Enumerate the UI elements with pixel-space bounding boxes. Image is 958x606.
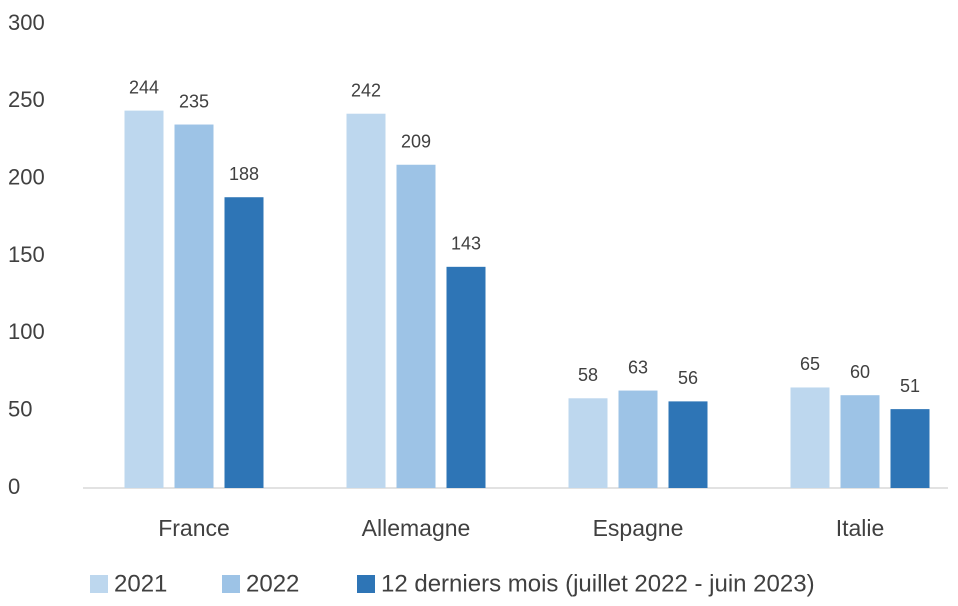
legend-swatch xyxy=(90,575,108,593)
legend-label: 2022 xyxy=(246,570,299,597)
x-tick-label: Allemagne xyxy=(362,515,471,541)
bar xyxy=(618,390,658,488)
data-label: 60 xyxy=(850,362,870,382)
bar xyxy=(890,409,930,488)
y-tick-label: 300 xyxy=(8,10,45,35)
legend-label: 12 derniers mois (juillet 2022 - juin 20… xyxy=(381,570,815,597)
bar xyxy=(568,398,608,488)
bar xyxy=(840,395,880,488)
y-tick-label: 150 xyxy=(8,242,45,267)
data-label: 143 xyxy=(451,234,481,254)
legend-swatch xyxy=(357,575,375,593)
data-label: 65 xyxy=(800,354,820,374)
data-label: 63 xyxy=(628,357,648,377)
bar xyxy=(174,124,214,489)
data-label: 209 xyxy=(401,131,431,151)
bar xyxy=(346,113,386,488)
data-label: 244 xyxy=(129,77,159,97)
data-label: 51 xyxy=(900,376,920,396)
bar xyxy=(668,401,708,488)
y-tick-label: 100 xyxy=(8,319,45,344)
x-tick-label: Espagne xyxy=(593,515,684,541)
bar xyxy=(790,387,830,488)
bar xyxy=(446,266,486,488)
y-tick-label: 200 xyxy=(8,164,45,189)
legend-swatch xyxy=(222,575,240,593)
legend-label: 2021 xyxy=(114,570,167,597)
y-tick-label: 50 xyxy=(8,396,32,421)
data-label: 188 xyxy=(229,164,259,184)
y-tick-label: 0 xyxy=(8,474,20,499)
data-label: 235 xyxy=(179,91,209,111)
data-label: 58 xyxy=(578,365,598,385)
x-tick-label: Italie xyxy=(836,515,885,541)
data-label: 56 xyxy=(678,368,698,388)
x-tick-label: France xyxy=(158,515,230,541)
y-tick-label: 250 xyxy=(8,87,45,112)
bar xyxy=(124,110,164,488)
bar xyxy=(224,197,264,488)
bar xyxy=(396,164,436,488)
data-label: 242 xyxy=(351,80,381,100)
